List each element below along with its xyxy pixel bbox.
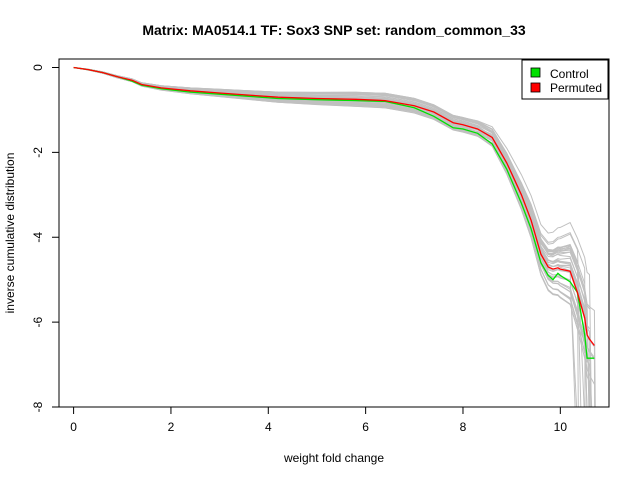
permutation-line <box>73 67 578 330</box>
permutation-line <box>73 67 588 408</box>
permutation-line <box>73 67 590 408</box>
permutation-line <box>73 67 588 325</box>
y-tick-label: -6 <box>31 316 45 327</box>
permutation-line <box>73 67 591 408</box>
x-tick-label: 6 <box>362 420 369 434</box>
permutation-line <box>73 67 585 408</box>
permutation-line <box>73 67 582 408</box>
x-tick-label: 10 <box>554 420 568 434</box>
x-tick-label: 4 <box>265 420 272 434</box>
x-tick-label: 2 <box>168 420 175 434</box>
permutation-line <box>73 67 586 408</box>
y-tick-label: -8 <box>31 401 45 412</box>
series-lines <box>73 66 595 359</box>
y-axis-label: inverse cumulative distribution <box>3 153 17 314</box>
permutation-line <box>73 67 595 385</box>
permutation-line <box>73 67 591 408</box>
permutation-line <box>73 67 590 408</box>
background-series-lines <box>73 67 596 408</box>
x-tick-label: 8 <box>460 420 467 434</box>
permutation-line <box>73 67 588 408</box>
x-tick-label: 0 <box>70 420 77 434</box>
legend-swatch-permuted <box>530 82 541 93</box>
plot-frame <box>58 58 610 408</box>
permutation-line <box>73 67 590 310</box>
permutation-line <box>73 67 578 408</box>
permutation-line <box>73 67 596 408</box>
permutation-line <box>73 67 593 408</box>
x-axis-label: weight fold change <box>283 451 384 465</box>
legend-label-permuted: Permuted <box>550 81 602 95</box>
series-line-permuted <box>73 66 595 346</box>
y-axis: 0 -2 -4 -6 -8 <box>31 64 60 412</box>
x-axis: 0 2 4 6 8 10 <box>70 406 568 434</box>
chart-title: Matrix: MA0514.1 TF: Sox3 SNP set: rando… <box>142 22 526 38</box>
y-tick-label: -4 <box>31 232 45 243</box>
permutation-line <box>73 67 578 325</box>
legend-label-control: Control <box>550 67 589 81</box>
legend-swatch-control <box>530 67 541 78</box>
permutation-line <box>73 67 579 408</box>
permutation-line <box>73 67 576 408</box>
permutation-line <box>73 67 590 330</box>
series-line-control <box>73 66 595 359</box>
permutation-line <box>73 67 586 354</box>
permutation-line <box>73 67 595 358</box>
permutation-line <box>73 67 592 408</box>
permutation-line <box>73 67 595 360</box>
permutation-line <box>73 67 588 363</box>
y-tick-label: -2 <box>31 147 45 158</box>
y-tick-label: 0 <box>31 64 45 71</box>
permutation-line <box>73 67 596 408</box>
permutation-line <box>73 67 590 361</box>
legend-box <box>521 59 609 100</box>
legend: Control Permuted <box>521 59 609 100</box>
